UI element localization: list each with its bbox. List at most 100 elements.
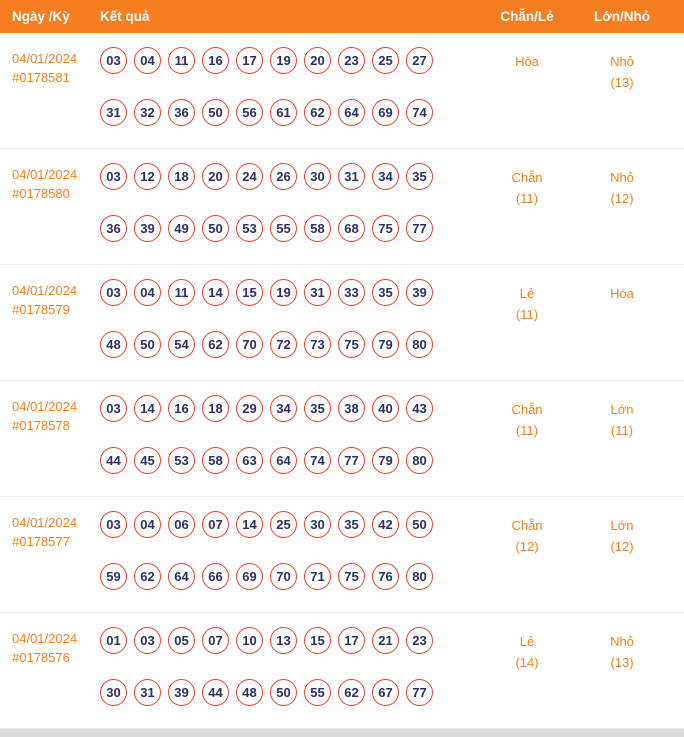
number-ball: 14: [202, 279, 229, 306]
result-number-line: 03 04 11 14 15 19 31 33 35 39: [100, 279, 482, 306]
number-ball: 07: [202, 627, 229, 654]
number-ball: 35: [304, 395, 331, 422]
number-ball: 62: [304, 99, 331, 126]
number-ball: 77: [406, 215, 433, 242]
result-number-line: 30 31 39 44 48 50 55 62 67 77: [100, 679, 482, 706]
even-odd-label: Chẵn: [511, 402, 543, 417]
even-odd-cell: Chẵn (11): [482, 163, 572, 210]
result-number-line: 31 32 36 50 56 61 62 64 69 74: [100, 99, 482, 126]
even-odd-count: (12): [515, 539, 539, 555]
number-ball: 35: [372, 279, 399, 306]
date-period-cell: 04/01/2024 #0178579: [12, 279, 100, 320]
big-small-label: Lớn: [610, 402, 634, 417]
number-ball: 70: [236, 331, 263, 358]
number-ball: 49: [168, 215, 195, 242]
even-odd-cell: Hòa: [482, 47, 572, 72]
number-ball: 15: [236, 279, 263, 306]
number-ball: 16: [202, 47, 229, 74]
number-ball: 11: [168, 279, 195, 306]
result-number-line: 03 12 18 20 24 26 30 31 34 35: [100, 163, 482, 190]
number-ball: 50: [202, 99, 229, 126]
number-ball: 35: [338, 511, 365, 538]
row-date: 04/01/2024: [12, 51, 78, 66]
number-ball: 03: [100, 47, 127, 74]
even-odd-count: (14): [515, 655, 539, 671]
horizontal-scrollbar[interactable]: [0, 729, 684, 737]
number-ball: 32: [134, 99, 161, 126]
number-ball: 64: [168, 563, 195, 590]
number-ball: 58: [304, 215, 331, 242]
even-odd-label: Chẵn: [511, 170, 543, 185]
number-ball: 55: [270, 215, 297, 242]
number-ball: 56: [236, 99, 263, 126]
number-ball: 61: [270, 99, 297, 126]
number-ball: 18: [168, 163, 195, 190]
number-ball: 01: [100, 627, 127, 654]
number-ball: 24: [236, 163, 263, 190]
results-body: 04/01/2024 #0178581 03 04 11 16 17 19 20 23 25 27 31…: [0, 33, 684, 729]
number-ball: 04: [134, 279, 161, 306]
number-ball: 20: [202, 163, 229, 190]
row-period: #0178577: [12, 533, 70, 549]
number-ball: 03: [134, 627, 161, 654]
number-ball: 76: [372, 563, 399, 590]
number-ball: 35: [406, 163, 433, 190]
even-odd-cell: Chẵn (11): [482, 395, 572, 442]
number-ball: 13: [270, 627, 297, 654]
number-ball: 07: [202, 511, 229, 538]
row-period: #0178579: [12, 301, 70, 317]
number-ball: 18: [202, 395, 229, 422]
date-period-cell: 04/01/2024 #0178577: [12, 511, 100, 552]
big-small-count: (12): [610, 539, 634, 555]
number-ball: 77: [406, 679, 433, 706]
row-period: #0178578: [12, 417, 70, 433]
number-ball: 16: [168, 395, 195, 422]
header-big-small: Lớn/Nhỏ: [593, 9, 651, 24]
number-ball: 75: [372, 215, 399, 242]
number-ball: 75: [338, 563, 365, 590]
row-date: 04/01/2024: [12, 399, 78, 414]
number-ball: 25: [270, 511, 297, 538]
number-ball: 62: [202, 331, 229, 358]
big-small-label: Lớn: [610, 518, 634, 533]
number-ball: 30: [304, 163, 331, 190]
number-ball: 50: [270, 679, 297, 706]
number-ball: 19: [270, 279, 297, 306]
number-ball: 31: [100, 99, 127, 126]
number-ball: 63: [236, 447, 263, 474]
even-odd-count: (11): [515, 423, 539, 439]
date-period-cell: 04/01/2024 #0178580: [12, 163, 100, 204]
number-ball: 11: [168, 47, 195, 74]
row-period: #0178576: [12, 649, 70, 665]
number-ball: 06: [168, 511, 195, 538]
number-ball: 67: [372, 679, 399, 706]
number-ball: 80: [406, 331, 433, 358]
result-numbers: 01 03 05 07 10 13 15 17 21 23 30 31 39 44 48 50 55 62 67 77: [100, 627, 482, 706]
big-small-count: (13): [610, 655, 634, 671]
number-ball: 64: [270, 447, 297, 474]
number-ball: 14: [134, 395, 161, 422]
even-odd-label: Chẵn: [511, 518, 543, 533]
table-row: 04/01/2024 #0178579 03 04 11 14 15 19 31 33 35 39 48…: [0, 265, 684, 381]
result-number-line: 48 50 54 62 70 72 73 75 79 80: [100, 331, 482, 358]
big-small-label: Nhỏ: [610, 634, 634, 649]
result-numbers: 03 14 16 18 29 34 35 38 40 43 44 45 53 58 63 64 74 77 79 80: [100, 395, 482, 474]
number-ball: 75: [338, 331, 365, 358]
number-ball: 03: [100, 163, 127, 190]
table-row: 04/01/2024 #0178581 03 04 11 16 17 19 20 23 25 27 31…: [0, 33, 684, 149]
number-ball: 04: [134, 511, 161, 538]
row-date: 04/01/2024: [12, 283, 78, 298]
table-row: 04/01/2024 #0178580 03 12 18 20 24 26 30 31 34 35 36…: [0, 149, 684, 265]
number-ball: 34: [372, 163, 399, 190]
big-small-cell: Nhỏ (13): [572, 47, 672, 94]
number-ball: 20: [304, 47, 331, 74]
result-number-line: 36 39 49 50 53 55 58 68 75 77: [100, 215, 482, 242]
number-ball: 62: [338, 679, 365, 706]
number-ball: 50: [134, 331, 161, 358]
number-ball: 74: [304, 447, 331, 474]
number-ball: 68: [338, 215, 365, 242]
row-period: #0178581: [12, 69, 70, 85]
result-numbers: 03 04 06 07 14 25 30 35 42 50 59 62 64 66 69 70 71 75 76 80: [100, 511, 482, 590]
number-ball: 50: [202, 215, 229, 242]
number-ball: 14: [236, 511, 263, 538]
